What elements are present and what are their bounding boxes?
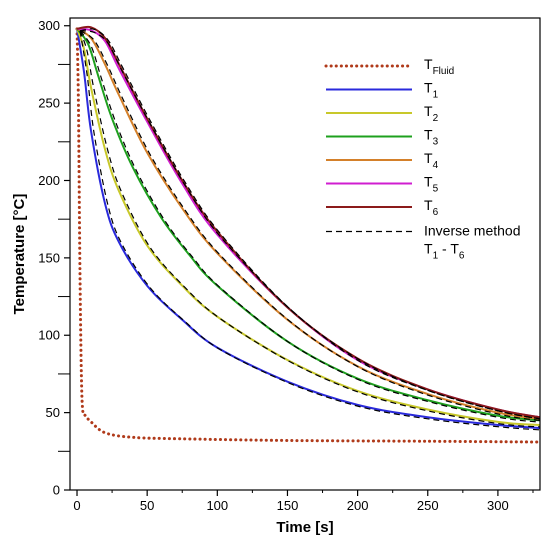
y-tick-label: 0 <box>53 483 60 498</box>
y-tick-label: 300 <box>38 18 60 33</box>
series-layer <box>75 25 540 444</box>
y-tick-label: 100 <box>38 328 60 343</box>
x-tick-label: 100 <box>206 498 228 513</box>
series-line-t-3 <box>76 28 540 422</box>
legend-label-inverse-method: Inverse method <box>424 223 521 239</box>
inverse-fit-line-4 <box>79 30 540 422</box>
legend-label-t-5: T5 <box>424 174 439 195</box>
x-tick-label: 50 <box>140 498 154 513</box>
legend-label-t-fluid: TFluid <box>424 56 454 77</box>
y-tick-label: 250 <box>38 96 60 111</box>
y-axis-label: Temperature [°C] <box>11 194 28 315</box>
x-tick-label: 200 <box>347 498 369 513</box>
inverse-fit-line-6 <box>79 28 540 420</box>
inverse-fit-line-1 <box>79 30 540 431</box>
x-tick-label: 150 <box>277 498 299 513</box>
y-tick-label: 200 <box>38 173 60 188</box>
y-tick-label: 150 <box>38 250 60 265</box>
axes: 0 50 100 150 200 250 300 0 50 100 150 200 250 300 <box>38 17 541 513</box>
inverse-fit-line-2 <box>79 30 540 428</box>
x-tick-label: 300 <box>487 498 509 513</box>
y-tick-label: 50 <box>46 405 60 420</box>
inverse-fit-line-3 <box>79 30 540 423</box>
legend-label-inverse-range: T1 - T6 <box>424 241 465 262</box>
inverse-fit-line-5 <box>79 30 540 420</box>
legend-label-t-6: T6 <box>424 197 439 218</box>
x-axis-label: Time [s] <box>276 519 333 536</box>
series-line-t-fluid <box>75 27 540 444</box>
x-tick-label: 250 <box>417 498 439 513</box>
x-tick-label: 0 <box>73 498 80 513</box>
series-line-t-6 <box>76 25 540 419</box>
series-line-t-1 <box>76 28 540 430</box>
legend-label-t-2: T2 <box>424 103 439 124</box>
series-line-t-4 <box>76 27 540 420</box>
legend-label-t-1: T1 <box>424 80 439 101</box>
legend-label-t-3: T3 <box>424 127 439 148</box>
series-line-t-2 <box>76 28 540 426</box>
legend-label-t-4: T4 <box>424 150 439 171</box>
plot-frame <box>69 17 541 491</box>
